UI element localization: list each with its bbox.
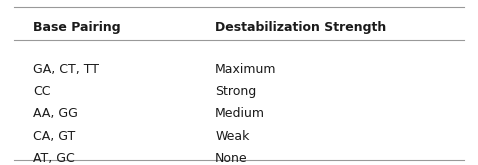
Text: None: None xyxy=(215,152,248,165)
Text: AA, GG: AA, GG xyxy=(33,107,78,120)
Text: Destabilization Strength: Destabilization Strength xyxy=(215,21,386,34)
Text: Base Pairing: Base Pairing xyxy=(33,21,121,34)
Text: CA, GT: CA, GT xyxy=(33,130,76,143)
Text: AT, GC: AT, GC xyxy=(33,152,75,165)
Text: Maximum: Maximum xyxy=(215,63,277,76)
Text: GA, CT, TT: GA, CT, TT xyxy=(33,63,99,76)
Text: Weak: Weak xyxy=(215,130,250,143)
Text: CC: CC xyxy=(33,85,51,98)
Text: Medium: Medium xyxy=(215,107,265,120)
Text: Strong: Strong xyxy=(215,85,256,98)
